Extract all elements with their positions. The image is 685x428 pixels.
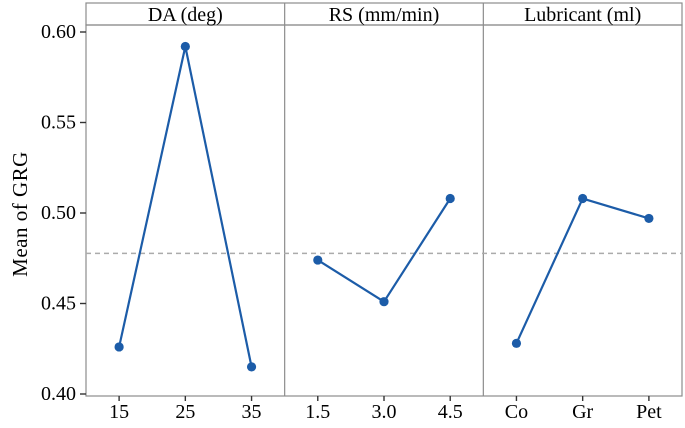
- panel-border: [85, 24, 683, 397]
- x-tick-label: Gr: [572, 401, 593, 423]
- data-point: [246, 362, 257, 372]
- y-tick-label: 0.50: [41, 202, 76, 224]
- x-tick-label: 35: [242, 401, 262, 423]
- y-tick-label: 0.45: [41, 293, 76, 315]
- data-point: [379, 297, 389, 307]
- panel-header-label: Lubricant (ml): [524, 4, 641, 26]
- data-point: [644, 213, 654, 224]
- panel-header-label: RS (mm/min): [329, 4, 440, 26]
- data-point: [313, 255, 323, 265]
- data-point: [114, 342, 124, 352]
- x-tick-label: Pet: [636, 401, 662, 423]
- y-tick-label: 0.40: [41, 383, 76, 405]
- x-tick-label: 3.0: [372, 401, 397, 423]
- x-tick-label: 4.5: [438, 401, 463, 423]
- series-line: [316, 197, 452, 303]
- x-tick-label: 1.5: [305, 401, 330, 423]
- x-tick-label: 15: [109, 401, 129, 423]
- panel-header-label: DA (deg): [148, 4, 223, 26]
- y-tick-label: 0.55: [41, 112, 76, 134]
- series-line: [118, 45, 253, 368]
- data-point: [180, 41, 190, 52]
- x-tick-label: 25: [175, 401, 195, 423]
- series-line: [515, 197, 650, 345]
- data-point: [445, 193, 455, 204]
- data-point: [578, 193, 588, 204]
- data-point: [511, 338, 522, 348]
- x-tick-label: Co: [505, 401, 528, 423]
- y-tick-label: 0.60: [41, 21, 76, 43]
